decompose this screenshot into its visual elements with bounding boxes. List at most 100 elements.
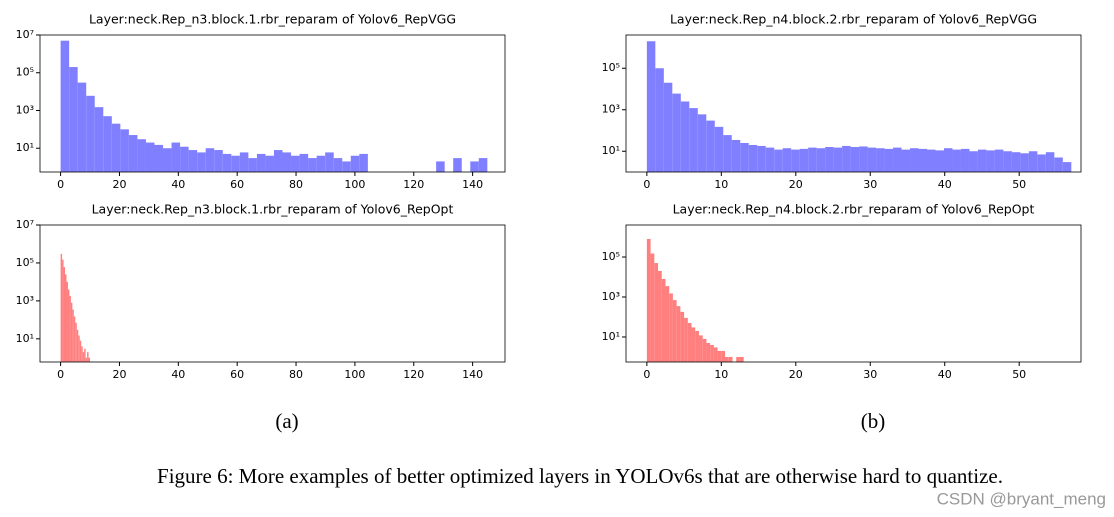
x-tick-label: 40 — [171, 368, 185, 381]
bar — [876, 148, 885, 172]
bar — [765, 147, 775, 172]
bar — [350, 155, 360, 172]
bar — [103, 116, 112, 172]
x-tick-label: 30 — [863, 178, 877, 191]
bar — [691, 327, 696, 362]
bar — [1011, 152, 1021, 172]
bar — [180, 146, 189, 172]
bar — [655, 68, 664, 172]
bar — [723, 135, 732, 172]
bar — [943, 148, 953, 172]
bar — [680, 311, 685, 362]
bar — [695, 330, 699, 362]
x-tick-label: 60 — [230, 178, 244, 191]
bar — [265, 155, 274, 172]
bar — [698, 335, 703, 362]
x-tick-label: 20 — [112, 178, 126, 191]
bar — [69, 67, 78, 172]
x-tick-label: 40 — [938, 368, 952, 381]
bar — [62, 259, 64, 362]
x-tick-label: 40 — [171, 178, 185, 191]
bar — [850, 147, 860, 172]
x-tick-label: 100 — [344, 178, 365, 191]
bar — [65, 274, 67, 362]
x-tick-label: 10 — [714, 178, 728, 191]
x-tick-label: 120 — [403, 178, 424, 191]
bar — [239, 152, 249, 172]
plot-frame — [625, 224, 1082, 363]
bar — [273, 150, 283, 172]
x-tick-label: 0 — [643, 178, 650, 191]
chart-title: Layer:neck.Rep_n4.block.2.rbr_reparam of… — [673, 202, 1035, 217]
bar — [1062, 162, 1072, 172]
bar — [222, 153, 232, 172]
bar — [248, 158, 257, 172]
y-tick-label: 10¹ — [16, 141, 34, 154]
bar — [918, 148, 927, 172]
bar — [120, 129, 129, 172]
bar — [359, 153, 368, 172]
bar — [927, 149, 936, 172]
y-tick-label: 10¹ — [602, 144, 620, 157]
bar — [740, 142, 749, 172]
x-tick-label: 20 — [789, 178, 803, 191]
watermark: CSDN @bryant_meng — [937, 489, 1106, 508]
x-tick-label: 20 — [112, 368, 126, 381]
y-tick-label: 10³ — [16, 103, 34, 116]
bar — [842, 145, 851, 172]
plot-frame — [39, 224, 506, 363]
x-tick-label: 0 — [643, 368, 650, 381]
bar — [77, 82, 87, 172]
bar — [111, 123, 121, 172]
bar — [163, 148, 172, 172]
bar — [791, 149, 800, 172]
plot-frame — [39, 34, 506, 173]
y-tick-label: 10⁵ — [602, 250, 620, 263]
bar — [78, 335, 80, 362]
bar — [60, 253, 63, 362]
x-tick-label: 100 — [344, 368, 365, 381]
bar — [145, 142, 155, 172]
bar — [470, 161, 479, 172]
subfigure-label: (a) — [275, 409, 298, 433]
plot-frame — [625, 34, 1082, 173]
bar — [342, 161, 351, 172]
bar — [128, 135, 138, 172]
bar — [825, 147, 834, 172]
bar — [672, 93, 681, 172]
x-tick-label: 0 — [57, 368, 64, 381]
bar — [808, 147, 817, 172]
bar — [88, 357, 91, 362]
bar — [60, 40, 70, 172]
bar — [799, 148, 809, 172]
y-tick-label: 10³ — [602, 290, 620, 303]
bar — [646, 238, 651, 362]
x-tick-label: 50 — [1012, 368, 1026, 381]
bar — [299, 153, 309, 172]
bar — [702, 338, 707, 362]
bar — [654, 263, 659, 362]
y-tick-label: 10⁷ — [16, 218, 34, 231]
bar — [884, 148, 894, 172]
x-tick-label: 40 — [938, 178, 952, 191]
bar — [867, 147, 877, 172]
bar — [231, 155, 240, 172]
bar — [325, 152, 334, 172]
x-tick-label: 30 — [863, 368, 877, 381]
y-tick-label: 10⁵ — [16, 66, 34, 79]
bar — [706, 342, 711, 362]
bar — [994, 149, 1004, 172]
bar — [739, 356, 744, 362]
bar — [171, 142, 181, 172]
bar — [731, 139, 741, 172]
y-tick-label: 10⁵ — [602, 61, 620, 74]
bar — [1045, 152, 1055, 172]
bar — [977, 149, 987, 172]
x-tick-label: 50 — [1012, 178, 1026, 191]
bar — [658, 270, 662, 362]
bar — [188, 150, 198, 172]
bar — [714, 126, 724, 172]
bar — [87, 352, 89, 362]
bar — [736, 356, 740, 362]
